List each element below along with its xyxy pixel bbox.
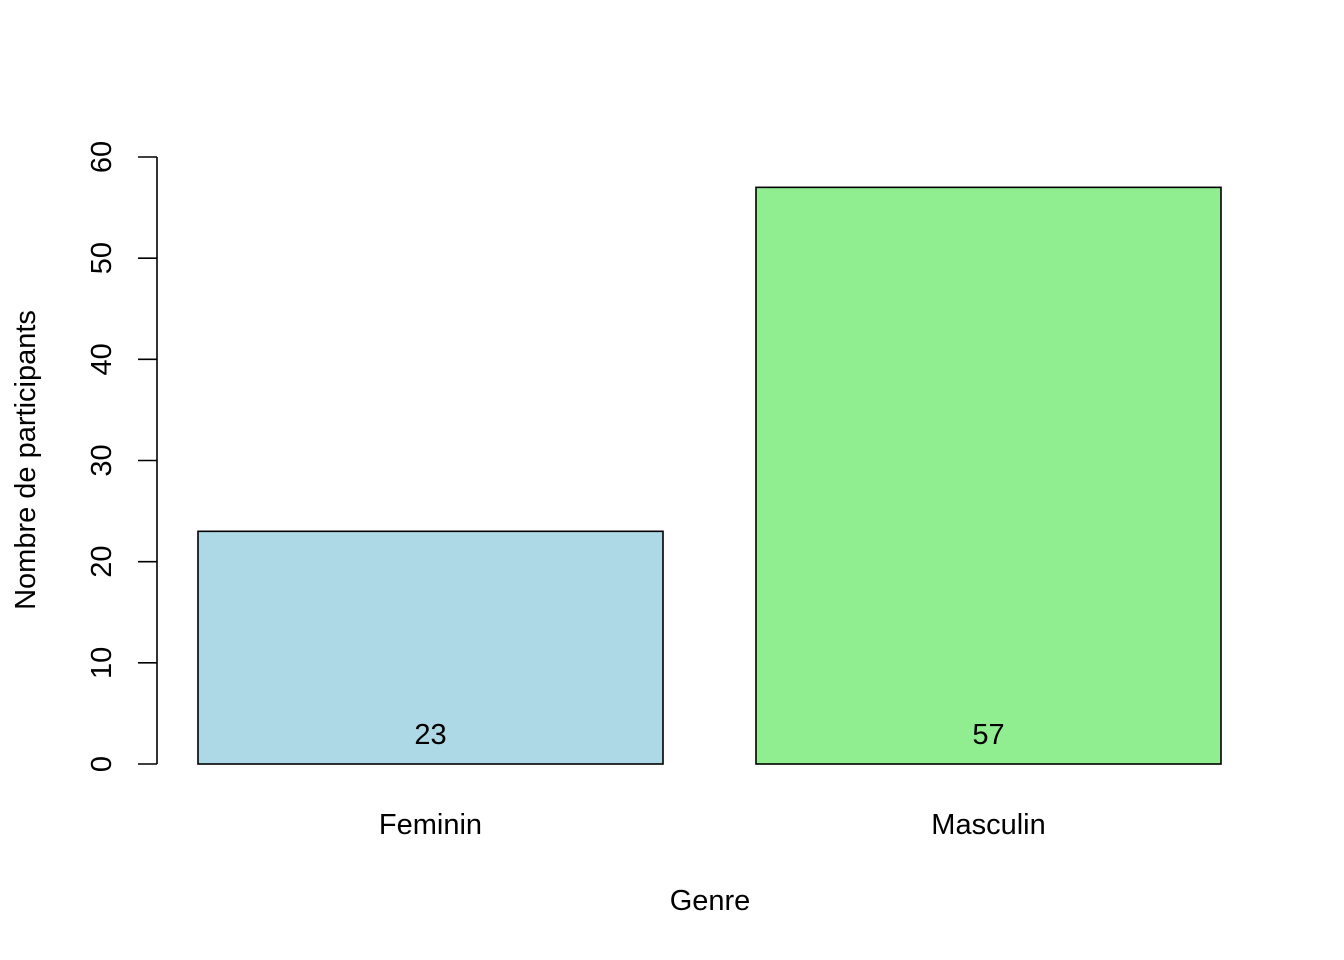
y-tick-label: 20 (86, 546, 118, 578)
bar-value-labels: 23 57 (414, 719, 1004, 751)
y-tick-label: 30 (86, 444, 118, 476)
bar-masculin (755, 186, 1222, 765)
y-tick-label: 40 (86, 343, 118, 375)
bars (197, 186, 1222, 765)
x-category-label: Feminin (379, 809, 482, 841)
x-axis-label: Genre (670, 885, 751, 917)
bar-feminin (197, 530, 664, 765)
bar-value-label: 23 (414, 719, 446, 751)
x-category-label: Masculin (931, 809, 1045, 841)
y-axis: 0 10 20 30 40 50 60 (86, 141, 158, 772)
y-tick-label: 0 (86, 756, 118, 772)
bar-value-label: 57 (972, 719, 1004, 751)
y-ticks: 0 10 20 30 40 50 60 (86, 141, 157, 772)
y-tick-label: 10 (86, 647, 118, 679)
y-axis-label: Nombre de participants (10, 310, 42, 610)
y-tick-label: 50 (86, 242, 118, 274)
x-category-labels: Feminin Masculin (379, 809, 1046, 841)
y-tick-label: 60 (86, 141, 118, 173)
